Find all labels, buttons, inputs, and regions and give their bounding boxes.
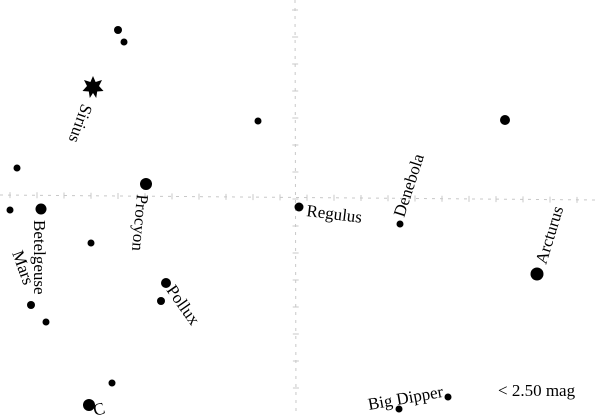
star bbox=[6, 206, 14, 214]
big-dipper-label: Big Dipper bbox=[366, 382, 444, 414]
pollux-label: Pollux bbox=[163, 281, 204, 329]
star bbox=[114, 26, 122, 34]
procyon-star bbox=[140, 178, 152, 190]
denebola-label: Denebola bbox=[390, 151, 428, 219]
regulus-star bbox=[294, 202, 304, 212]
arcturus-label: Arcturus bbox=[532, 204, 568, 266]
star bbox=[87, 239, 95, 247]
star bbox=[108, 379, 116, 387]
star bbox=[120, 38, 128, 46]
sirius-star-icon bbox=[82, 76, 104, 98]
star bbox=[42, 318, 50, 326]
mars-planet bbox=[27, 301, 35, 309]
betelgeuse-label: Betelgeuse bbox=[30, 220, 49, 295]
stars bbox=[6, 26, 544, 413]
star bbox=[444, 393, 452, 401]
star bbox=[254, 117, 262, 125]
procyon-label: Procyon bbox=[128, 194, 152, 253]
star bbox=[395, 405, 403, 413]
regulus-label: Regulus bbox=[306, 201, 364, 227]
partial-label: C bbox=[91, 399, 107, 415]
labels: Sirius Procyon Betelgeuse Mars Pollux Re… bbox=[8, 102, 567, 415]
betelgeuse-star bbox=[35, 203, 47, 215]
star bbox=[13, 164, 21, 172]
star bbox=[83, 399, 95, 411]
star bbox=[157, 297, 165, 305]
denebola-star bbox=[396, 220, 404, 228]
star bbox=[500, 115, 510, 125]
sirius-label: Sirius bbox=[65, 102, 96, 146]
pollux-star bbox=[161, 278, 171, 288]
arcturus-star bbox=[530, 267, 544, 281]
magnitude-limit-label: < 2.50 mag bbox=[498, 381, 576, 400]
